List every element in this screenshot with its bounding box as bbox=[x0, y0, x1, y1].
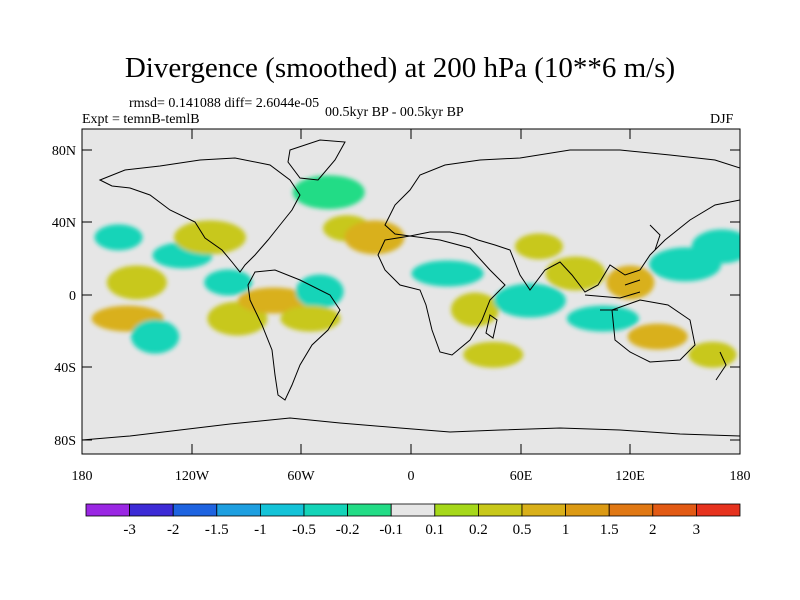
colorbar-label: 0.2 bbox=[469, 522, 488, 538]
lon-label-180e: 180 bbox=[730, 469, 751, 484]
expt-text: Expt = temnB-temlB bbox=[82, 112, 200, 127]
field-cell bbox=[280, 305, 341, 332]
colorbar-label: 0.5 bbox=[513, 522, 532, 538]
colorbar-swatch bbox=[608, 503, 654, 517]
field-cell bbox=[411, 260, 484, 287]
field-cell bbox=[237, 287, 310, 314]
colorbar bbox=[85, 503, 741, 517]
colorbar-label: 0.1 bbox=[425, 522, 444, 538]
coastline-africa bbox=[377, 235, 506, 356]
field-cell bbox=[627, 323, 688, 350]
coastline-north-america bbox=[98, 157, 301, 273]
colorbar-swatch bbox=[390, 503, 436, 517]
colorbar-label: -1.5 bbox=[205, 522, 229, 538]
period-text: 00.5kyr BP - 00.5kyr BP bbox=[325, 105, 464, 120]
colorbar-label: -1 bbox=[254, 522, 267, 538]
colorbar-label: 3 bbox=[693, 522, 701, 538]
lon-label-180w: 180 bbox=[72, 469, 93, 484]
field-cell bbox=[606, 265, 655, 300]
lat-label-80s: 80S bbox=[54, 434, 76, 449]
field-cell bbox=[131, 319, 180, 354]
colorbar-label: -2 bbox=[167, 522, 180, 538]
coastline-south-america bbox=[247, 269, 341, 401]
lat-label-40n: 40N bbox=[52, 216, 76, 231]
colorbar-label: -0.1 bbox=[379, 522, 403, 538]
field-cell bbox=[566, 305, 639, 332]
colorbar-swatch bbox=[347, 503, 392, 517]
coastlines bbox=[82, 139, 740, 441]
field-cell bbox=[344, 220, 405, 255]
coastline-madagascar bbox=[485, 314, 498, 339]
colorbar-label: 2 bbox=[649, 522, 657, 538]
colorbar-swatch bbox=[477, 503, 523, 517]
lon-label-60w: 60W bbox=[287, 469, 315, 484]
coastline-new-zealand bbox=[715, 351, 727, 381]
colorbar-swatch bbox=[521, 503, 566, 517]
lat-ticks bbox=[82, 149, 740, 441]
lon-label-120e: 120E bbox=[615, 469, 645, 484]
field-cell bbox=[688, 341, 737, 368]
colorbar-label: 1 bbox=[562, 522, 570, 538]
colorbar-swatch bbox=[565, 503, 610, 517]
stats-text: rmsd= 0.141088 diff= 2.6044e-05 bbox=[129, 96, 320, 111]
colorbar-swatch bbox=[259, 503, 305, 517]
lat-label-0: 0 bbox=[69, 289, 76, 304]
coastline-indonesia bbox=[584, 279, 641, 311]
colorbar-swatch bbox=[85, 503, 130, 517]
field-cell bbox=[295, 274, 344, 309]
colorbar-swatch bbox=[652, 503, 697, 517]
field-cell bbox=[450, 292, 499, 327]
lat-label-40s: 40S bbox=[54, 361, 76, 376]
coastline-eurasia bbox=[384, 149, 740, 293]
field-cell bbox=[463, 341, 524, 368]
colorbar-swatch bbox=[129, 503, 174, 517]
colorbar-labels: -3 -2 -1.5 -1 -0.5 -0.2 -0.1 0.1 0.2 0.5 1 1.5 2 3 bbox=[123, 522, 700, 538]
colorbar-swatch bbox=[172, 503, 218, 517]
lat-label-80n: 80N bbox=[52, 144, 76, 159]
map-title: Divergence (smoothed) at 200 hPa (10**6 … bbox=[124, 52, 676, 84]
field-cell bbox=[94, 224, 143, 251]
coastline-australia bbox=[611, 299, 696, 363]
colorbar-label: 1.5 bbox=[600, 522, 619, 538]
colorbar-label: -3 bbox=[123, 522, 136, 538]
field-cell bbox=[514, 233, 563, 260]
coastline-japan bbox=[649, 224, 661, 251]
lon-label-120w: 120W bbox=[175, 469, 210, 484]
colorbar-swatch bbox=[434, 503, 479, 517]
season-text: DJF bbox=[710, 112, 734, 127]
lon-label-60e: 60E bbox=[510, 469, 533, 484]
field-cell bbox=[106, 265, 167, 300]
colorbar-swatch bbox=[216, 503, 261, 517]
field-cell bbox=[493, 283, 566, 318]
colorbar-swatch bbox=[696, 503, 741, 517]
coastline-greenland bbox=[287, 139, 346, 181]
field-cell bbox=[292, 175, 365, 210]
divergence-field bbox=[91, 175, 740, 368]
lon-label-0: 0 bbox=[408, 469, 415, 484]
colorbar-swatch bbox=[303, 503, 348, 517]
field-cell bbox=[173, 220, 246, 255]
field-cell bbox=[204, 269, 253, 296]
colorbar-label: -0.5 bbox=[292, 522, 316, 538]
lon-ticks bbox=[81, 129, 741, 454]
coastline-antarctica bbox=[82, 417, 740, 441]
field-cell bbox=[545, 256, 606, 291]
colorbar-label: -0.2 bbox=[336, 522, 360, 538]
field-cell bbox=[691, 229, 740, 264]
